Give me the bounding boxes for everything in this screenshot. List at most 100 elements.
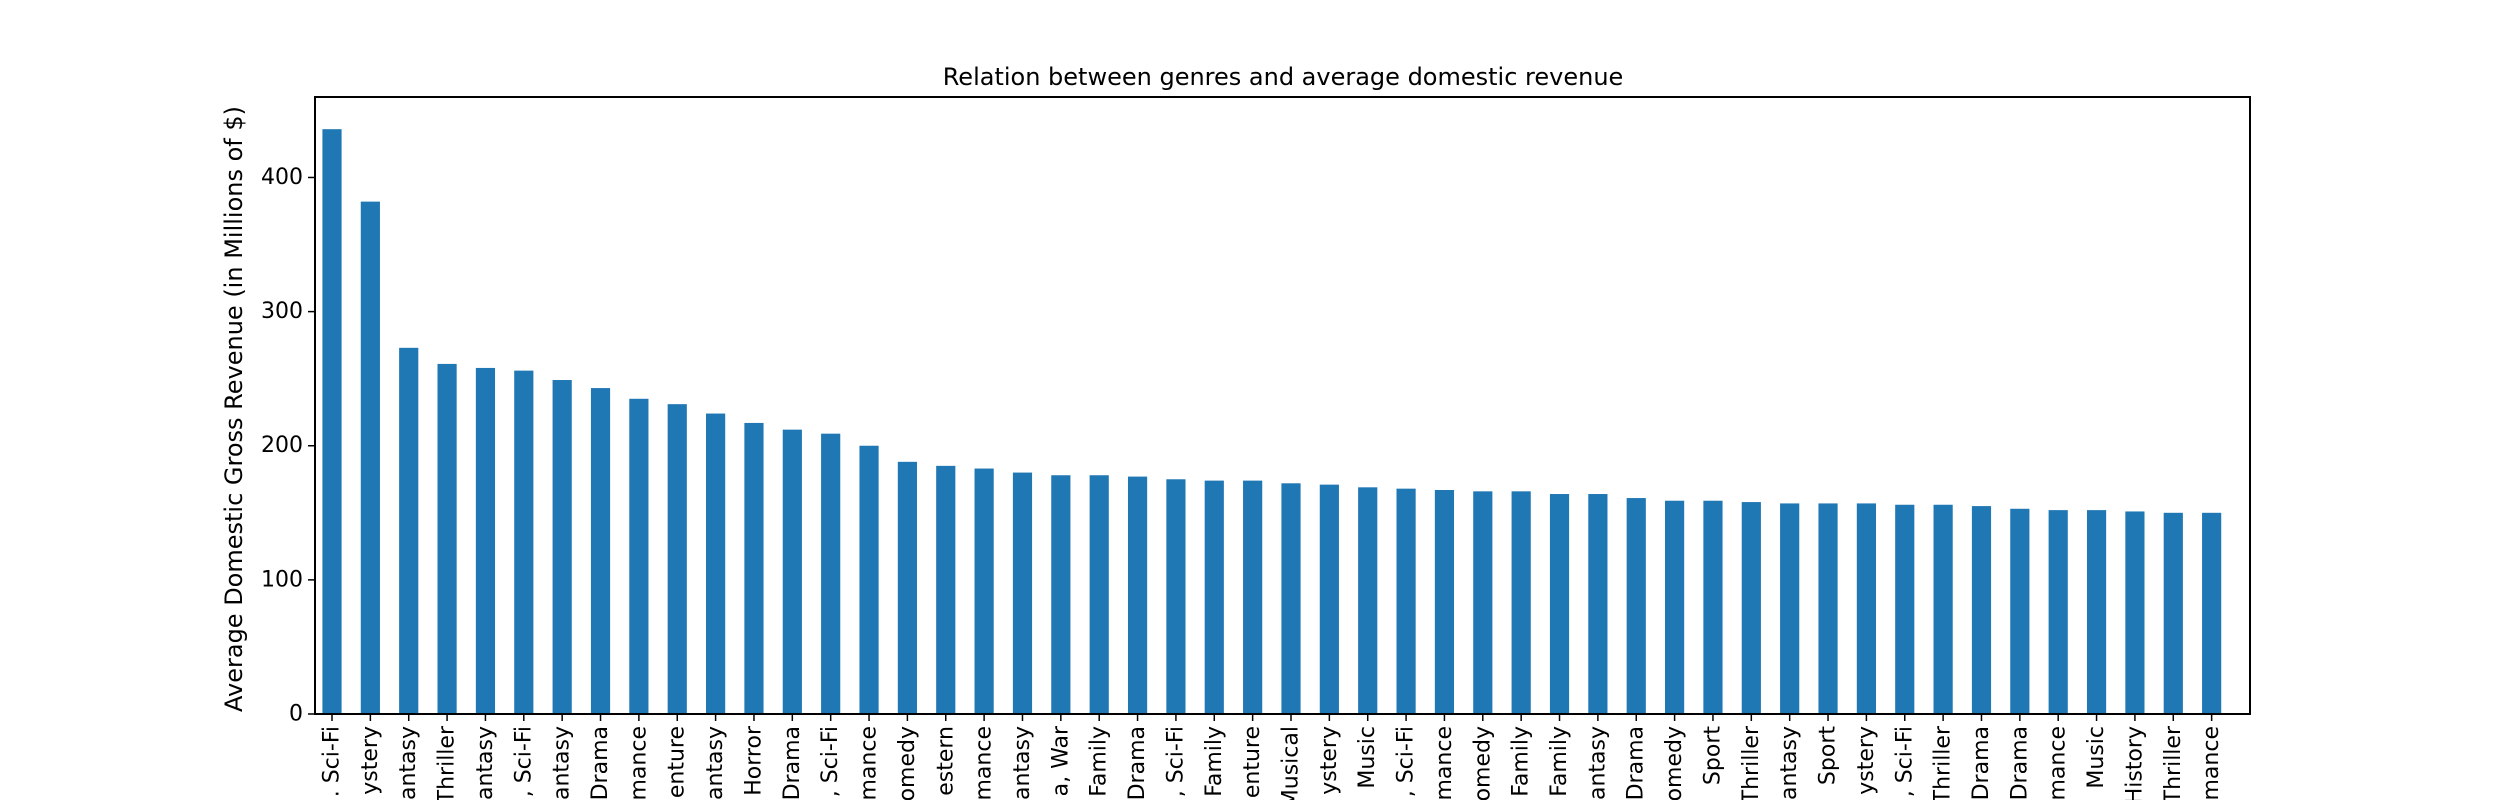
bar (437, 363, 457, 714)
x-tick-label: mance (1432, 726, 1457, 800)
bar (2125, 511, 2145, 714)
x-tick-label: Drama (588, 726, 613, 800)
bar (1051, 475, 1071, 714)
bar (1818, 503, 1838, 714)
x-tick-label: Family (1547, 726, 1572, 797)
x-tick-label: , Sci-Fi (511, 726, 536, 797)
bar (1281, 483, 1301, 714)
bar (1741, 502, 1761, 714)
x-tick-label: . Sci-Fi (320, 726, 345, 797)
x-tick-label: Thriller (1931, 725, 1956, 800)
bar (1703, 500, 1723, 714)
bar (974, 468, 994, 714)
x-tick-label: antasy (550, 726, 575, 800)
bars-group (322, 129, 2222, 714)
bar (2086, 510, 2107, 714)
bar (552, 380, 572, 714)
x-tick-label: Drama (2007, 726, 2032, 800)
bar (1358, 487, 1378, 714)
x-tick-label: mance (2046, 726, 2071, 800)
x-tick-label: Music (2084, 726, 2109, 789)
x-tick-label: ystery (1317, 726, 1342, 795)
bar (859, 445, 879, 714)
bar (1127, 476, 1148, 714)
x-tick-label: omedy (1470, 726, 1495, 800)
x-tick-label: ystery (1854, 726, 1879, 795)
bar (1473, 491, 1493, 714)
bar (1856, 503, 1876, 714)
bar (1243, 480, 1263, 714)
bar (1780, 503, 1800, 714)
bar (821, 433, 841, 714)
x-tick-label: Family (1087, 726, 1112, 797)
x-tick-label: Drama (1624, 726, 1649, 800)
x-tick-label: Drama (780, 726, 805, 800)
x-tick-label: antasy (1777, 726, 1802, 800)
x-tick-label: Thriller (1739, 725, 1764, 800)
x-tick-label: History (2122, 726, 2147, 800)
bar (2048, 510, 2068, 714)
y-tick-label: 200 (261, 433, 303, 458)
x-tick-label: antasy (396, 726, 421, 800)
bar (1319, 484, 1339, 714)
bar (1626, 498, 1646, 714)
bar (2163, 512, 2183, 714)
x-tick-label: Drama (1969, 726, 1994, 800)
x-tick-label: enture (1240, 726, 1265, 798)
plot-frame (314, 96, 2251, 715)
x-tick-label: antasy (473, 726, 498, 800)
bar (1396, 488, 1416, 714)
bar (1166, 479, 1186, 714)
x-tick-label: , Sci-Fi (1394, 726, 1419, 797)
x-tick-label: omedy (895, 726, 920, 800)
x-tick-label: Music (1355, 726, 1380, 789)
bar (475, 367, 496, 714)
x-tick-label: a, War (1048, 725, 1073, 796)
bar (744, 422, 764, 714)
x-tick-label: Sport (1816, 726, 1841, 785)
bar (1971, 506, 1992, 714)
x-tick-label: Thriller (2161, 725, 2186, 800)
x-tick-label: Family (1509, 726, 1534, 797)
bar (2202, 512, 2222, 714)
bar (629, 398, 649, 714)
bar (1588, 494, 1608, 714)
x-tick-label: , Sci-Fi (818, 726, 843, 797)
bar (399, 347, 419, 714)
x-tick-label: Family (1202, 726, 1227, 797)
x-tick-label: mance (626, 726, 651, 800)
x-axis-ticks: . Sci-Fi ystery antasy Thriller antasy , Sci-… (320, 714, 2224, 804)
x-tick-label: antasy (1585, 726, 1610, 800)
y-tick-label: 100 (261, 567, 303, 592)
bar (590, 388, 611, 714)
bar (1089, 475, 1109, 714)
bar (1665, 500, 1685, 714)
chart-title: Relation between genres and average dome… (943, 63, 1624, 91)
bar (706, 413, 726, 714)
x-tick-label: enture (665, 726, 690, 798)
y-tick-label: 400 (261, 165, 303, 190)
y-axis-ticks: 0 100 200 300 400 (261, 165, 315, 727)
bar (1549, 494, 1570, 714)
bar (360, 201, 380, 714)
x-tick-label: Musical (1279, 726, 1304, 800)
bar (782, 429, 802, 714)
bar (1895, 504, 1915, 714)
x-tick-label: mance (2199, 726, 2224, 800)
bar (322, 129, 342, 714)
y-tick-label: 0 (289, 702, 303, 727)
y-tick-label: 300 (261, 299, 303, 324)
bar (514, 370, 534, 714)
bar (1434, 490, 1455, 714)
bar (1012, 472, 1033, 714)
x-tick-label: antasy (703, 726, 728, 800)
x-tick-label: , Sci-Fi (1163, 726, 1188, 797)
x-tick-label: antasy (1010, 726, 1035, 800)
x-tick-label: Thriller (435, 725, 460, 800)
bar (1511, 491, 1531, 714)
bar (1204, 480, 1224, 714)
y-axis-label: Average Domestic Gross Revenue (in Milli… (220, 106, 248, 712)
x-tick-label: Sport (1700, 726, 1725, 785)
